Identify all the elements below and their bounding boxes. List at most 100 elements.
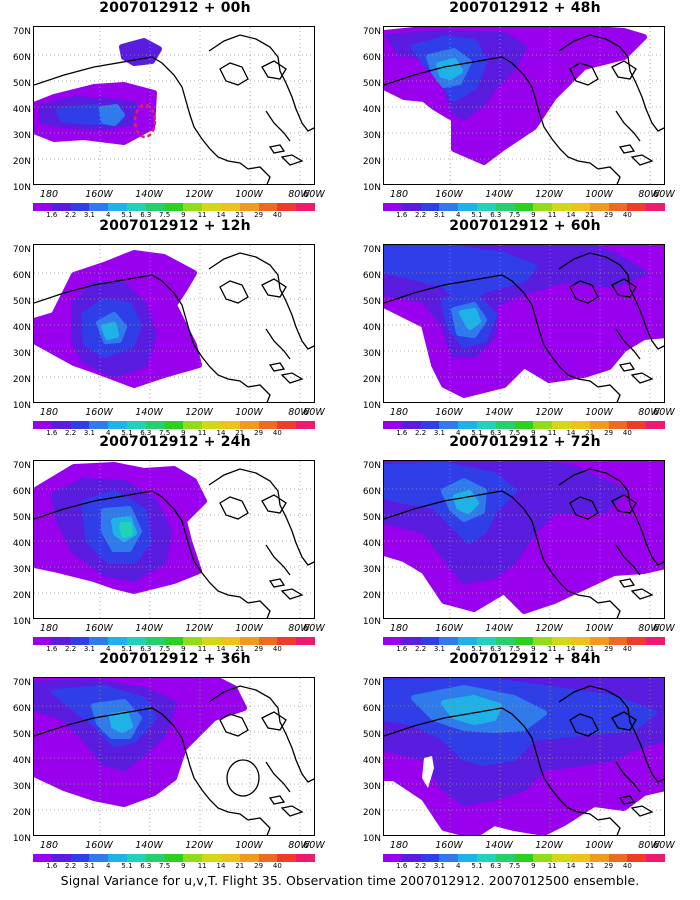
y-tick-label: 50N xyxy=(362,297,381,307)
colorbar-swatch xyxy=(220,854,240,862)
colorbar-swatch xyxy=(277,203,297,211)
colorbar-swatch xyxy=(183,854,203,862)
colorbar-labels: 1.6 2.2 3.1 4 5.1 6.3 7.5 9 11 14 21 29 40 xyxy=(383,862,665,871)
colorbar-label: 6.3 xyxy=(490,645,502,653)
coastline xyxy=(219,62,249,86)
colorbar-label: 21 xyxy=(235,645,245,653)
x-tick-label: 180 xyxy=(389,407,409,418)
colorbar-swatch xyxy=(495,421,515,429)
colorbar-swatch xyxy=(570,637,590,645)
coastline xyxy=(630,588,654,600)
variance-contour-fill xyxy=(99,104,125,126)
x-tick-label: 100W xyxy=(585,623,613,634)
colorbar-swatch xyxy=(514,854,534,862)
coastline xyxy=(208,252,314,350)
colorbar-labels: 1.6 2.2 3.1 4 5.1 6.3 7.5 9 11 14 21 29 40 xyxy=(383,645,665,654)
colorbar-swatch xyxy=(183,203,203,211)
colorbar-label: 4 xyxy=(105,211,111,219)
colorbar-swatch xyxy=(533,637,553,645)
map-area xyxy=(383,244,665,403)
y-tick-label: 10N xyxy=(12,834,31,844)
colorbar-label: 9 xyxy=(181,429,186,437)
x-tick-label: 180 xyxy=(39,189,59,200)
colorbar-label: 4 xyxy=(455,429,461,437)
colorbar-label: 14 xyxy=(216,862,226,870)
y-tick-label: 60N xyxy=(12,704,31,714)
y-tick-label: 30N xyxy=(12,565,31,575)
colorbar-label: 40 xyxy=(272,645,282,653)
colorbar-swatch xyxy=(258,421,278,429)
x-tick-label: 60W xyxy=(653,189,675,200)
colorbar-label: 2.2 xyxy=(415,862,427,870)
colorbar-swatch xyxy=(420,854,440,862)
colorbar-swatch xyxy=(401,421,421,429)
colorbar-swatch xyxy=(164,854,184,862)
colorbar-label: 40 xyxy=(622,429,632,437)
colorbar-label: 2.2 xyxy=(65,211,77,219)
colorbar-swatch xyxy=(33,637,52,645)
x-tick-label: 140W xyxy=(135,407,163,418)
x-tick-label: 60W xyxy=(303,840,325,851)
colorbar-label: 29 xyxy=(254,862,264,870)
map-panel: 2007012912 + 24h 70N 60N 50N 40N 30N 20N 10N 180… xyxy=(0,434,350,654)
colorbar-label: 14 xyxy=(566,211,576,219)
coastline xyxy=(615,110,641,142)
colorbar-label: 7.5 xyxy=(509,862,521,870)
colorbar-label: 9 xyxy=(181,211,186,219)
colorbar-swatch xyxy=(126,854,146,862)
colorbar-label: 7.5 xyxy=(159,429,171,437)
x-tick-label: 100W xyxy=(585,407,613,418)
colorbar-label: 11 xyxy=(197,211,207,219)
x-tick-label: 60W xyxy=(653,623,675,634)
colorbar-label: 21 xyxy=(585,211,595,219)
x-tick-label: 120W xyxy=(535,189,563,200)
y-tick-label: 30N xyxy=(362,349,381,359)
colorbar-label: 9 xyxy=(181,645,186,653)
y-tick-label: 70N xyxy=(362,461,381,471)
colorbar-swatch xyxy=(458,421,477,429)
x-tick-label: 160W xyxy=(85,840,113,851)
colorbar-swatch xyxy=(202,421,221,429)
colorbar-label: 29 xyxy=(604,862,614,870)
colorbar-label: 4 xyxy=(105,862,111,870)
colorbar-label: 21 xyxy=(585,862,595,870)
coastline xyxy=(208,34,314,132)
x-tick-label: 60W xyxy=(303,623,325,634)
coastline xyxy=(261,278,287,298)
colorbar-swatch xyxy=(552,854,571,862)
y-tick-label: 30N xyxy=(362,782,381,792)
y-tick-label: 40N xyxy=(362,323,381,333)
coastline xyxy=(611,60,637,80)
coastline xyxy=(597,166,621,184)
colorbar-swatch xyxy=(220,637,240,645)
x-tick-label: 80W xyxy=(638,407,660,418)
colorbar-swatch xyxy=(277,854,297,862)
x-tick-label: 60W xyxy=(653,407,675,418)
colorbar-swatch xyxy=(570,421,590,429)
x-tick-label: 140W xyxy=(135,840,163,851)
x-tick-label: 160W xyxy=(435,189,463,200)
colorbar-swatch xyxy=(70,854,90,862)
map-panel: 2007012912 + 00h 70N 60N 50N 40N 30N 20N 10N 180… xyxy=(0,0,350,220)
y-tick-label: 60N xyxy=(362,271,381,281)
colorbar-label: 1.6 xyxy=(46,429,58,437)
coastline xyxy=(219,496,249,520)
y-tick-label: 60N xyxy=(362,704,381,714)
colorbar-swatch xyxy=(296,854,315,862)
colorbar-swatch xyxy=(533,421,553,429)
colorbar-swatch xyxy=(89,421,109,429)
colorbar-swatch xyxy=(570,203,590,211)
map-area xyxy=(33,677,315,836)
colorbar-swatch xyxy=(627,203,647,211)
colorbar-label: 11 xyxy=(547,429,557,437)
x-tick-label: 180 xyxy=(39,407,59,418)
coastline xyxy=(618,144,636,154)
y-tick-label: 50N xyxy=(12,79,31,89)
y-tick-label: 70N xyxy=(12,27,31,37)
y-tick-label: 40N xyxy=(12,105,31,115)
colorbar-label: 29 xyxy=(604,429,614,437)
colorbar-label: 11 xyxy=(547,645,557,653)
colorbar-swatch xyxy=(533,854,553,862)
x-tick-label: 160W xyxy=(85,407,113,418)
colorbar-label: 6.3 xyxy=(490,211,502,219)
